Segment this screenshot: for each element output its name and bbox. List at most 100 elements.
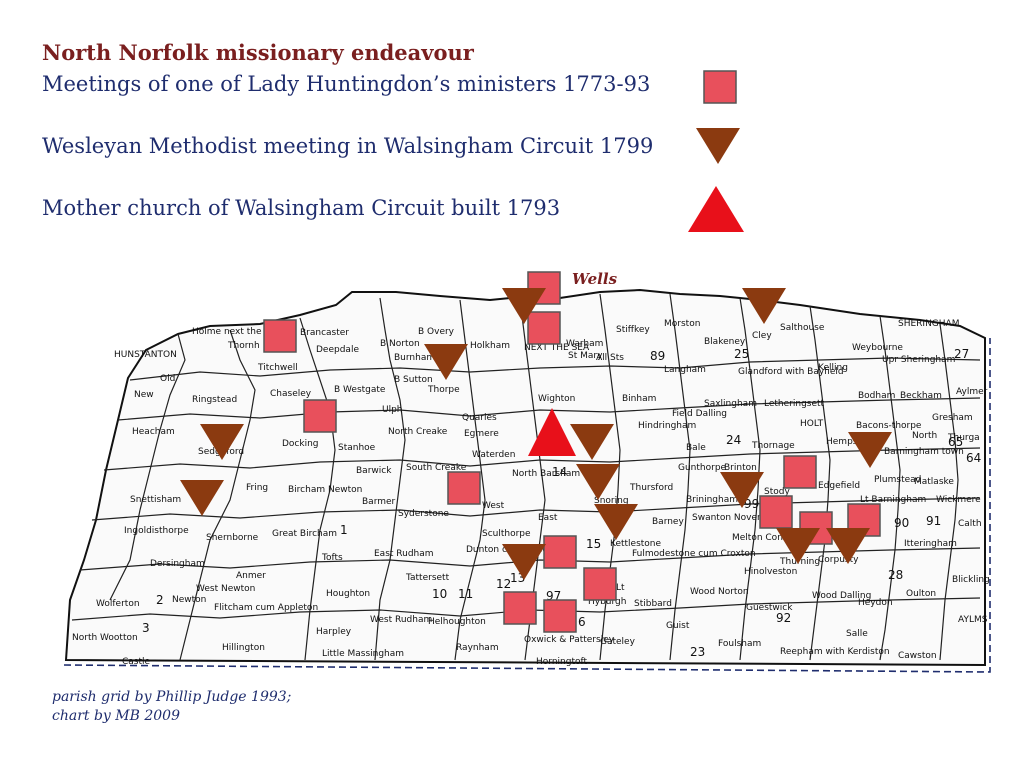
- place-label: Kelling: [818, 363, 848, 373]
- place-label: West Newton: [196, 584, 255, 594]
- place-labels: Holme next the sea Thornh Brancaster B N…: [72, 319, 990, 667]
- place-label: Deepdale: [316, 345, 359, 355]
- place-label: Guestwick: [746, 603, 793, 613]
- place-label: All Sts: [596, 353, 624, 363]
- grid-number: 3: [142, 621, 150, 635]
- place-label: Guist: [666, 621, 690, 631]
- place-label: Houghton: [326, 589, 370, 599]
- place-label: Old: [160, 374, 175, 384]
- place-label: Plumstead: [874, 475, 921, 485]
- grid-number: 24: [726, 433, 741, 447]
- place-label: Salthouse: [780, 323, 825, 333]
- legend-mother-church-label: Mother church of Walsingham Circuit buil…: [42, 196, 561, 220]
- place-label: Thornage: [751, 441, 795, 451]
- square-marker: [759, 495, 793, 529]
- place-label: West Rudham: [370, 615, 432, 625]
- place-label: Great Bircham: [272, 529, 337, 539]
- place-label: Lt Barningham: [860, 495, 926, 505]
- place-label: Anmer: [236, 571, 266, 581]
- down-triangle-marker: [776, 528, 820, 564]
- place-label: Chaseley: [270, 389, 312, 399]
- parish-boundaries: [71, 293, 981, 661]
- place-label: Waterden: [472, 450, 515, 460]
- place-label: Edgefield: [818, 481, 860, 491]
- place-label: Hindringham: [638, 421, 696, 431]
- place-label: Gateley: [600, 637, 636, 647]
- place-label: Reepham with Kerdiston: [780, 647, 890, 657]
- place-label: Raynham: [456, 643, 499, 653]
- place-label: Snoring: [594, 496, 629, 506]
- place-label: Heacham: [132, 427, 175, 437]
- place-label: Aylmer: [956, 387, 988, 397]
- grid-number: 6: [578, 615, 586, 629]
- place-label: Cawston: [898, 651, 937, 661]
- square-marker: [263, 319, 297, 353]
- place-label: Barwick: [356, 466, 392, 476]
- place-label: Blakeney: [704, 337, 746, 347]
- place-label: Egmere: [464, 429, 499, 439]
- place-label: Weybourne: [852, 343, 903, 353]
- place-label: Melton Constable: [732, 533, 811, 543]
- credit-note: parish grid by Phillip Judge 1993; chart…: [52, 688, 291, 726]
- square-marker: [543, 599, 577, 633]
- place-label: Syderstone: [398, 509, 449, 519]
- place-label: Stody: [764, 487, 790, 497]
- square-marker: [583, 567, 617, 601]
- place-label: Wolferton: [96, 599, 140, 609]
- place-label: Beckham: [900, 391, 942, 401]
- square-marker: [543, 535, 577, 569]
- grid-number: 28: [888, 568, 903, 582]
- square-marker: [783, 455, 817, 489]
- grid-number: 90: [894, 516, 909, 530]
- grid-number: 89: [650, 349, 665, 363]
- down-triangle-marker: [502, 288, 546, 324]
- down-triangle-marker: [502, 544, 546, 580]
- place-label: Burnham: [394, 353, 435, 363]
- place-label: Sculthorpe: [482, 529, 531, 539]
- wells-label: Wells: [572, 270, 618, 288]
- place-label: Stanhoe: [338, 443, 376, 453]
- place-label: Tofts: [321, 553, 343, 563]
- grid-number: 12: [496, 577, 511, 591]
- place-label: Letheringsett: [764, 399, 825, 409]
- place-label: Matlaske: [914, 477, 954, 487]
- place-label: Thornh: [227, 341, 260, 351]
- place-label: Harpley: [316, 627, 352, 637]
- grid-number: 91: [926, 514, 941, 528]
- place-label: Ulph: [382, 405, 403, 415]
- place-label: East: [538, 513, 558, 523]
- place-label: North Wootton: [72, 633, 138, 643]
- place-label: North Barsham: [512, 469, 580, 479]
- down-triangle-marker: [576, 464, 620, 500]
- place-label: Binham: [622, 394, 656, 404]
- place-label: Barningham town: [884, 447, 964, 457]
- grid-number: 1: [340, 523, 348, 537]
- place-label: Corpusty: [818, 555, 859, 565]
- place-label: Oxwick & Pattersley: [524, 635, 615, 645]
- square-marker: [447, 471, 481, 505]
- place-label: Hyburgh: [588, 597, 626, 607]
- place-label: Hinolveston: [744, 567, 797, 577]
- place-label: Barmer: [362, 497, 396, 507]
- square-marker: [303, 399, 337, 433]
- place-label: Little Massingham: [322, 649, 404, 659]
- grid-number: 23: [690, 645, 705, 659]
- place-label: Wighton: [538, 394, 575, 404]
- credit-line-1: parish grid by Phillip Judge 1993;: [52, 689, 292, 705]
- down-triangle-marker: [424, 344, 468, 380]
- place-label: St Mary: [568, 351, 603, 361]
- legend-square-icon: [703, 70, 737, 104]
- place-label: Morston: [664, 319, 700, 329]
- place-label: B Overy: [418, 327, 455, 337]
- grid-number: 92: [776, 611, 791, 625]
- place-label: AYLMS: [958, 615, 988, 625]
- place-label: Fring: [246, 483, 268, 493]
- legend-up-triangle-icon: [688, 186, 744, 232]
- wesleyan-markers: [180, 288, 892, 580]
- place-label: Glandford with Bayfield: [738, 367, 844, 377]
- place-label: North Creake: [388, 427, 448, 437]
- legend-wesleyan-label: Wesleyan Methodist meeting in Walsingham…: [42, 134, 654, 158]
- place-label: HUNSTANTON: [114, 350, 177, 360]
- down-triangle-marker: [594, 504, 638, 540]
